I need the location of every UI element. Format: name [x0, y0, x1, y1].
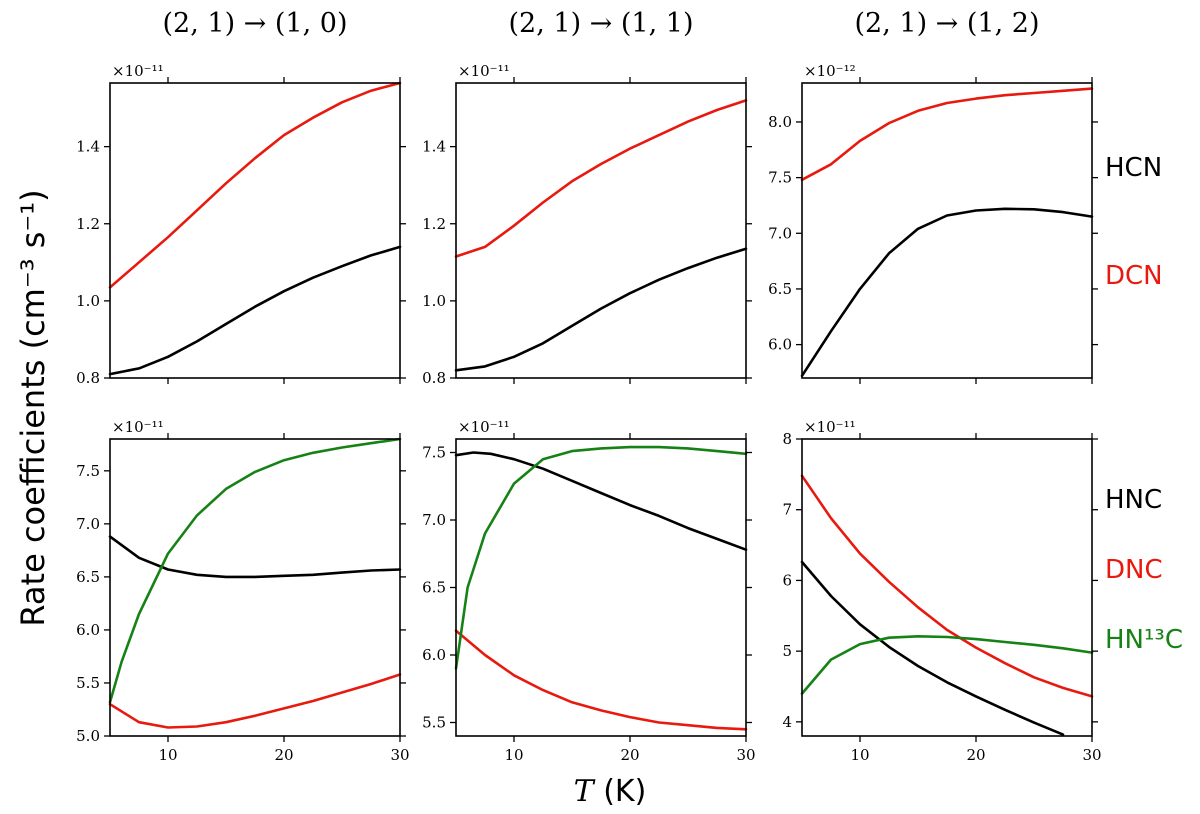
x-tick-label: 20: [620, 746, 639, 764]
y-tick-label: 1.0: [76, 292, 100, 310]
x-axis-label-unit: (K): [594, 774, 647, 809]
series-line-hcn: [800, 207, 1094, 378]
axis-multiplier: ×10⁻¹¹: [458, 62, 510, 80]
plot-frame: [455, 82, 747, 379]
x-tick-label: 30: [1082, 746, 1101, 764]
series-line-dcn: [108, 81, 402, 289]
species-label-hcn: HCN: [1105, 153, 1162, 183]
y-tick-label: 7: [782, 501, 792, 519]
series-line-hnc: [454, 451, 748, 552]
plot-frame: [455, 438, 747, 737]
y-tick-label: 7.5: [422, 444, 446, 462]
y-tick-label: 1.4: [422, 138, 446, 156]
y-tick-label: 7.5: [768, 169, 792, 187]
panel-5: 5.5 6.0 6.5 7.0 7.5 10 20 30 ×10⁻¹¹: [422, 418, 755, 764]
y-tick-label: 6.5: [768, 280, 792, 298]
y-tick-label: 0.8: [76, 369, 100, 387]
y-tick-label: 5.0: [76, 727, 100, 745]
axis-multiplier: ×10⁻¹¹: [112, 62, 164, 80]
axis-multiplier: ×10⁻¹¹: [458, 418, 510, 436]
series-line-hnc: [108, 535, 402, 579]
panel-1: 0.8 1.0 1.2 1.4 ×10⁻¹¹ (2, 1) → (1, 0): [76, 8, 406, 387]
plot-frame: [801, 438, 1093, 737]
series-line-hnc: [800, 634, 1094, 695]
x-axis-label: T (K): [574, 774, 647, 809]
panel-title: (2, 1) → (1, 1): [509, 8, 694, 39]
y-tick-label: 7.5: [76, 462, 100, 480]
series-line-hnc: [454, 445, 748, 670]
x-tick-label: 10: [504, 746, 523, 764]
y-tick-label: 7.0: [422, 511, 446, 529]
panel-title: (2, 1) → (1, 2): [855, 8, 1040, 39]
x-tick-label: 10: [158, 746, 177, 764]
panel-2: 0.8 1.0 1.2 1.4 ×10⁻¹¹ (2, 1) → (1, 1): [422, 8, 752, 387]
y-tick-label: 7.0: [76, 515, 100, 533]
series-line-dnc: [108, 673, 402, 729]
axis-multiplier: ×10⁻¹¹: [112, 418, 164, 436]
x-tick-label: 20: [966, 746, 985, 764]
axis-multiplier: ×10⁻¹²: [804, 62, 856, 80]
series-line-hcn: [454, 247, 748, 372]
y-tick-label: 6.0: [76, 621, 100, 639]
axis-multiplier: ×10⁻¹¹: [804, 418, 856, 436]
series-line-hcn: [108, 245, 402, 376]
y-tick-label: 1.2: [76, 215, 100, 233]
series-line-hnc: [800, 560, 1065, 736]
y-tick-label: 6.0: [768, 336, 792, 354]
y-axis-label: Rate coefficients (cm⁻³ s⁻¹): [14, 189, 52, 626]
y-tick-label: 1.0: [422, 292, 446, 310]
y-tick-label: 1.4: [76, 138, 100, 156]
species-label-hnc: HN¹³C: [1105, 625, 1183, 655]
y-tick-label: 8: [782, 430, 792, 448]
y-tick-label: 1.2: [422, 215, 446, 233]
y-tick-label: 5: [782, 642, 792, 660]
x-axis-label-symbol: T: [574, 774, 596, 809]
plot-frame: [801, 82, 1093, 379]
x-tick-label: 10: [850, 746, 869, 764]
y-tick-label: 7.0: [768, 224, 792, 242]
species-label-dcn: DCN: [1105, 261, 1163, 291]
series-line-dnc: [454, 629, 748, 731]
panel-4: 5.0 5.5 6.0 6.5 7.0 7.5 10 20 30 ×10⁻¹¹: [76, 418, 409, 764]
species-label-dnc: DNC: [1105, 555, 1163, 585]
series-line-dcn: [454, 99, 748, 258]
panel-title: (2, 1) → (1, 0): [163, 8, 348, 39]
species-label-hnc: HNC: [1105, 485, 1162, 515]
y-tick-label: 6.5: [76, 568, 100, 586]
x-tick-label: 30: [736, 746, 755, 764]
x-tick-label: 30: [390, 746, 409, 764]
y-tick-label: 6.0: [422, 646, 446, 664]
plot-frame: [109, 438, 401, 737]
y-tick-label: 5.5: [76, 674, 100, 692]
y-tick-label: 6: [782, 571, 792, 589]
plot-frame: [109, 82, 401, 379]
y-tick-label: 6.5: [422, 579, 446, 597]
panel-6: 4 5 6 7 8 10 20 30 ×10⁻¹¹: [782, 418, 1101, 764]
series-line-dcn: [800, 87, 1094, 182]
y-tick-label: 0.8: [422, 369, 446, 387]
x-tick-label: 20: [274, 746, 293, 764]
y-tick-label: 4: [782, 713, 792, 731]
series-line-hnc: [108, 437, 402, 704]
y-tick-label: 5.5: [422, 714, 446, 732]
series-line-dnc: [800, 474, 1094, 698]
panel-3: 6.0 6.5 7.0 7.5 8.0 ×10⁻¹² (2, 1) → (1, 2): [768, 8, 1098, 384]
y-tick-label: 8.0: [768, 113, 792, 131]
